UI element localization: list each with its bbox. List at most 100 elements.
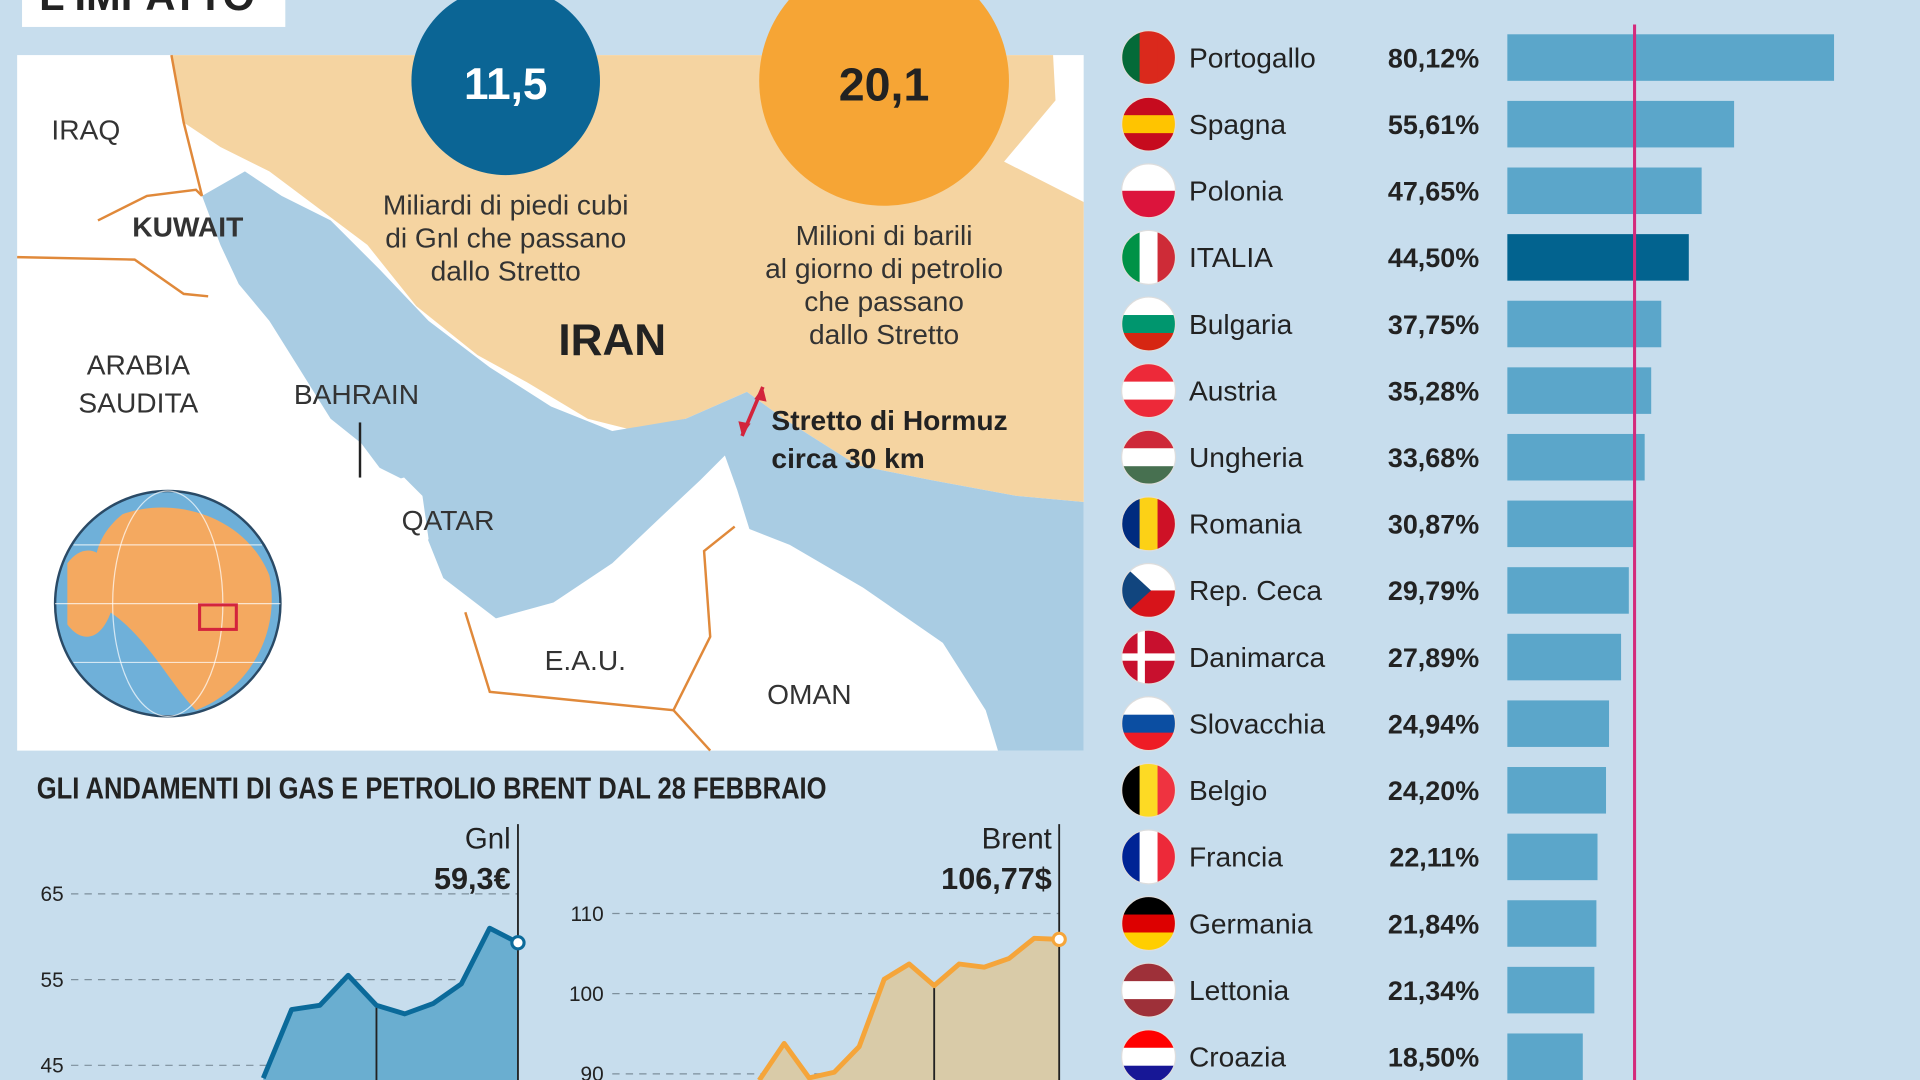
value-label: 44,50% [1388,243,1479,273]
area [759,938,1060,1080]
stat-circle [411,0,600,176]
value-label: 24,94% [1388,709,1479,739]
flag [1121,97,1176,152]
category-label: Danimarca [1189,642,1325,673]
stat-value: 20,1 [839,58,930,110]
value-label: 18,50% [1388,1043,1479,1073]
category-label: Romania [1189,509,1302,540]
flag [1121,696,1176,751]
flag-part [1139,829,1159,884]
flag [1121,763,1176,818]
title-box [22,0,286,27]
globe-land [67,550,117,637]
flag-part [1121,714,1176,734]
bar [1507,1033,1583,1080]
flag-border [1121,429,1177,485]
flag-part [1121,133,1176,152]
flag-border [1121,962,1177,1018]
end-label: 106,77$ [941,862,1052,896]
flag-part [1121,896,1176,916]
category-label: Croazia [1189,1042,1286,1073]
map-label: ARABIA [87,350,190,381]
flag-part [1121,829,1141,884]
page-title: L'IMPATTO [39,0,255,19]
category-label: Lettonia [1189,975,1290,1006]
y-tick-label: 55 [41,969,64,992]
stat-caption: dallo Stretto [809,319,959,350]
flag-part [1121,230,1141,285]
flag [1121,363,1176,418]
strait-label: Stretto di Hormuz [771,405,1007,436]
category-label: Spagna [1189,109,1286,140]
value-label: 21,84% [1388,909,1479,939]
flag [1121,496,1176,551]
value-label: 37,75% [1388,310,1479,340]
flag [1121,1029,1176,1080]
end-point [510,935,526,951]
value-label: 30,87% [1388,510,1479,540]
value-label: 21,34% [1388,976,1479,1006]
border [17,255,209,298]
flag-part [1139,496,1159,551]
bar [1507,433,1645,481]
flag-part [1121,496,1141,551]
flag-part [1139,763,1159,818]
value-label: 33,68% [1388,443,1479,473]
flag [1121,896,1176,951]
flag-part [1121,963,1176,982]
map-label: IRAN [558,316,666,365]
bar [1507,167,1702,215]
flag-part [1157,763,1176,818]
bar [1507,367,1652,414]
flag-border [1121,96,1177,152]
flag-border [1121,163,1177,219]
value-label: 47,65% [1388,177,1479,207]
flag-part [1121,732,1176,751]
category-label: Ungheria [1189,442,1304,473]
flag-part [1139,30,1159,85]
value-label: 55,61% [1388,110,1479,140]
bar [1507,700,1610,747]
flag-border [1121,762,1177,818]
flag-border [1121,363,1177,419]
y-tick-label: 100 [569,983,604,1006]
flag-part [1157,30,1176,85]
bar [1507,633,1622,681]
map-label: IRAQ [51,115,120,146]
flag-part [1121,914,1176,934]
bar [1507,500,1634,548]
flag-part [1121,1065,1176,1080]
flag-part [1121,332,1176,351]
bar [1507,234,1689,281]
arrow-head [738,421,751,436]
flag-part [1121,696,1176,716]
flag-border [1121,696,1177,752]
globe [53,489,282,718]
qatar [379,477,429,576]
flag-part [1121,653,1176,661]
flag-part [1121,563,1152,618]
bar [1507,567,1629,614]
value-label: 24,20% [1388,776,1479,806]
flag-border [1121,1029,1177,1080]
value-label: 27,89% [1388,643,1479,673]
flag-part [1121,932,1176,951]
flag-part [1121,297,1176,316]
category-label: Bulgaria [1189,309,1293,340]
value-label: 22,11% [1389,843,1479,873]
stat-caption: Milioni di barili [796,220,973,251]
flag-part [1121,97,1176,116]
bar [1507,100,1735,148]
border [97,188,203,222]
border [672,709,712,752]
flag-border [1121,562,1177,619]
series-label: Gnl [465,823,511,856]
stat-caption: al giorno di petrolio [765,253,1003,284]
bar [1507,900,1597,947]
flag-part [1121,1047,1176,1067]
map-label: BAHRAIN [294,379,419,410]
stat-caption: di Gnl che passano [385,222,626,253]
bar [1507,833,1598,881]
charts: Portogallo 80,12% Spagna 55,61% Polonia 47,65… [41,24,1835,1080]
